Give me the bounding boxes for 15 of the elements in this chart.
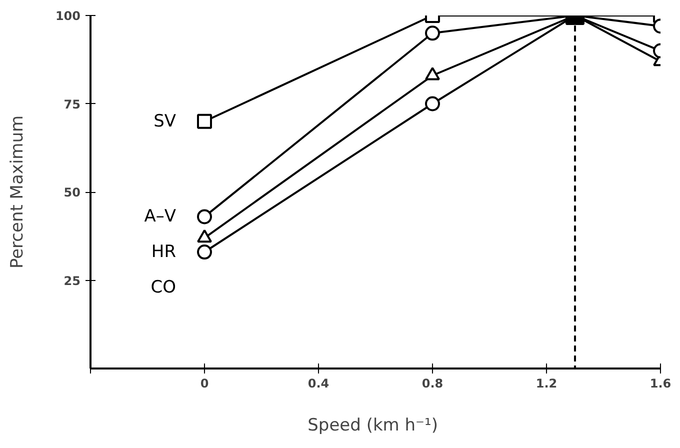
y-tick-label: 75 — [64, 97, 81, 112]
series-label: CO — [150, 277, 176, 298]
x-tick-label: 0.8 — [422, 376, 444, 390]
y-tick-label: 100 — [55, 9, 81, 23]
y-tick-label: 25 — [64, 274, 81, 288]
y-tick-label: 50 — [64, 186, 81, 200]
x-tick-label: 1.6 — [650, 376, 672, 390]
series-label: HR — [151, 242, 176, 262]
y-axis-title: Percent Maximum — [7, 115, 28, 269]
x-tick-label: 0 — [200, 376, 209, 390]
x-tick-label: 0.4 — [308, 376, 330, 390]
series-label: SV — [154, 111, 176, 132]
series-label: A–V — [144, 206, 176, 227]
x-axis-title: Speed (km h⁻¹) — [308, 416, 438, 436]
x-tick-label: 1.2 — [536, 376, 558, 390]
